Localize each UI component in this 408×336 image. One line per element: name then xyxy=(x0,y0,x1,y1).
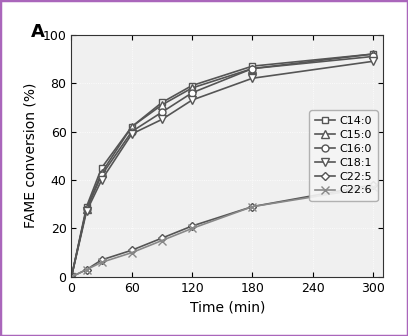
C15:0 xyxy=(250,67,255,71)
C18:1 xyxy=(129,132,134,136)
C22:6 xyxy=(84,267,89,271)
Line: C22:6: C22:6 xyxy=(67,183,377,281)
C22:5 xyxy=(370,183,375,187)
C18:1 xyxy=(190,98,195,102)
C22:6 xyxy=(129,251,134,255)
C22:5 xyxy=(250,205,255,209)
C22:6 xyxy=(99,260,104,264)
C22:5 xyxy=(84,267,89,271)
C16:0 xyxy=(84,207,89,211)
C16:0 xyxy=(250,67,255,71)
C22:6 xyxy=(250,205,255,209)
C22:5 xyxy=(69,275,74,279)
Line: C16:0: C16:0 xyxy=(68,53,377,280)
C15:0 xyxy=(370,52,375,56)
C18:1 xyxy=(69,275,74,279)
C16:0 xyxy=(129,129,134,133)
C15:0 xyxy=(160,103,164,107)
C16:0 xyxy=(370,54,375,58)
C14:0 xyxy=(129,125,134,129)
C16:0 xyxy=(190,91,195,95)
Line: C22:5: C22:5 xyxy=(69,182,376,280)
Line: C14:0: C14:0 xyxy=(68,50,377,280)
C14:0 xyxy=(250,64,255,68)
C14:0 xyxy=(190,84,195,88)
C14:0 xyxy=(370,52,375,56)
C18:1 xyxy=(250,76,255,80)
C16:0 xyxy=(69,275,74,279)
C15:0 xyxy=(69,275,74,279)
C22:6 xyxy=(190,226,195,230)
Legend: C14:0, C15:0, C16:0, C18:1, C22:5, C22:6: C14:0, C15:0, C16:0, C18:1, C22:5, C22:6 xyxy=(309,111,377,201)
C16:0 xyxy=(160,110,164,114)
C18:1 xyxy=(160,117,164,121)
C14:0 xyxy=(84,205,89,209)
X-axis label: Time (min): Time (min) xyxy=(190,300,265,314)
C14:0 xyxy=(160,100,164,104)
C15:0 xyxy=(129,125,134,129)
C15:0 xyxy=(99,171,104,175)
C15:0 xyxy=(190,86,195,90)
Y-axis label: FAME conversion (%): FAME conversion (%) xyxy=(23,83,37,228)
C22:6 xyxy=(370,185,375,189)
C22:6 xyxy=(160,239,164,243)
Line: C15:0: C15:0 xyxy=(67,50,377,281)
C16:0 xyxy=(99,173,104,177)
C22:6 xyxy=(69,275,74,279)
C22:5 xyxy=(129,248,134,252)
C18:1 xyxy=(370,59,375,63)
C22:5 xyxy=(190,224,195,228)
C14:0 xyxy=(69,275,74,279)
C18:1 xyxy=(84,209,89,213)
C22:5 xyxy=(99,258,104,262)
Text: A: A xyxy=(31,23,45,41)
C14:0 xyxy=(99,166,104,170)
C15:0 xyxy=(84,207,89,211)
Line: C18:1: C18:1 xyxy=(67,57,377,281)
C22:5 xyxy=(160,236,164,240)
C18:1 xyxy=(99,178,104,182)
